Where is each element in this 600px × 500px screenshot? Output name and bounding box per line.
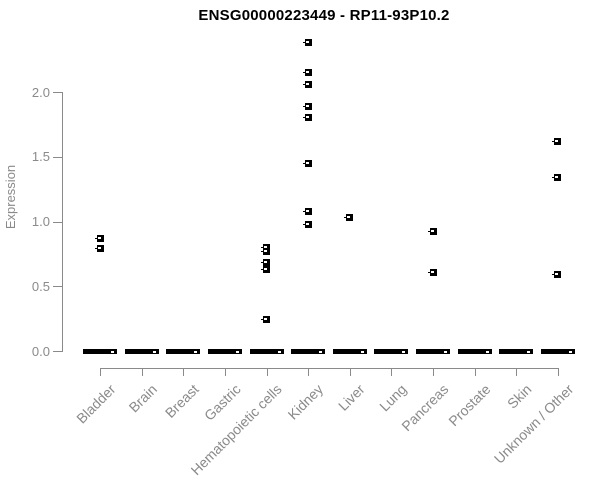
zero-expression-bar [291, 349, 325, 354]
data-point [261, 316, 270, 323]
data-point [428, 269, 437, 276]
x-axis-tick-label: Kidney [284, 381, 327, 423]
zero-expression-bar [499, 349, 533, 354]
data-point [261, 259, 270, 266]
x-axis-tick-label: Liver [335, 381, 369, 414]
data-point [303, 103, 312, 110]
y-axis-tick-label: 0.0 [31, 344, 50, 359]
x-axis-tick [350, 369, 351, 376]
chart-title: ENSG00000223449 - RP11-93P10.2 [198, 7, 450, 24]
y-axis-tick-label: 1.0 [31, 214, 50, 229]
x-axis-tick [267, 369, 268, 376]
x-axis-tick [475, 369, 476, 376]
zero-expression-bar [83, 349, 117, 354]
zero-expression-bar [208, 349, 242, 354]
data-point [552, 174, 561, 181]
x-axis-tick-label: Unknown / Other [490, 381, 577, 467]
y-axis-line [62, 92, 63, 352]
data-point [303, 69, 312, 76]
data-point [303, 208, 312, 215]
y-axis-tick-label: 0.5 [31, 279, 50, 294]
y-axis-tick [53, 92, 62, 93]
data-point [303, 160, 312, 167]
x-axis-tick [558, 369, 559, 376]
zero-expression-bar [416, 349, 450, 354]
x-axis-tick [433, 369, 434, 376]
data-point [261, 266, 270, 273]
x-axis-tick [100, 369, 101, 376]
data-point [303, 114, 312, 121]
data-point [261, 244, 270, 251]
x-axis-tick [391, 369, 392, 376]
data-point [261, 248, 270, 255]
y-axis-tick [53, 157, 62, 158]
x-axis-tick-label: Bladder [72, 381, 119, 427]
y-axis-tick [53, 222, 62, 223]
zero-expression-bar [458, 349, 492, 354]
y-axis-tick-label: 2.0 [31, 85, 50, 100]
data-point [95, 245, 104, 252]
x-axis-tick [142, 369, 143, 376]
y-axis-tick [53, 351, 62, 352]
zero-expression-bar [166, 349, 200, 354]
x-axis-tick-label: Prostate [444, 381, 493, 430]
data-point [303, 221, 312, 228]
zero-expression-bar [374, 349, 408, 354]
x-axis-line [100, 368, 559, 369]
y-axis-tick-label: 1.5 [31, 149, 50, 164]
data-point [344, 214, 353, 221]
data-point [95, 235, 104, 242]
x-axis-tick-label: Breast [161, 381, 202, 421]
data-point [303, 81, 312, 88]
x-axis-tick-label: Brain [125, 381, 160, 416]
x-axis-tick [516, 369, 517, 376]
data-point [428, 228, 437, 235]
x-axis-tick [308, 369, 309, 376]
zero-expression-bar [333, 349, 367, 354]
data-point [552, 138, 561, 145]
zero-expression-bar [125, 349, 159, 354]
x-axis-tick [225, 369, 226, 376]
y-axis-tick [53, 286, 62, 287]
data-point [552, 271, 561, 278]
x-axis-tick-label: Lung [376, 381, 410, 415]
x-axis-tick-label: Skin [504, 381, 535, 412]
zero-expression-bar [250, 349, 284, 354]
zero-expression-bar [541, 349, 575, 354]
x-axis-tick [183, 369, 184, 376]
data-point [303, 39, 312, 46]
